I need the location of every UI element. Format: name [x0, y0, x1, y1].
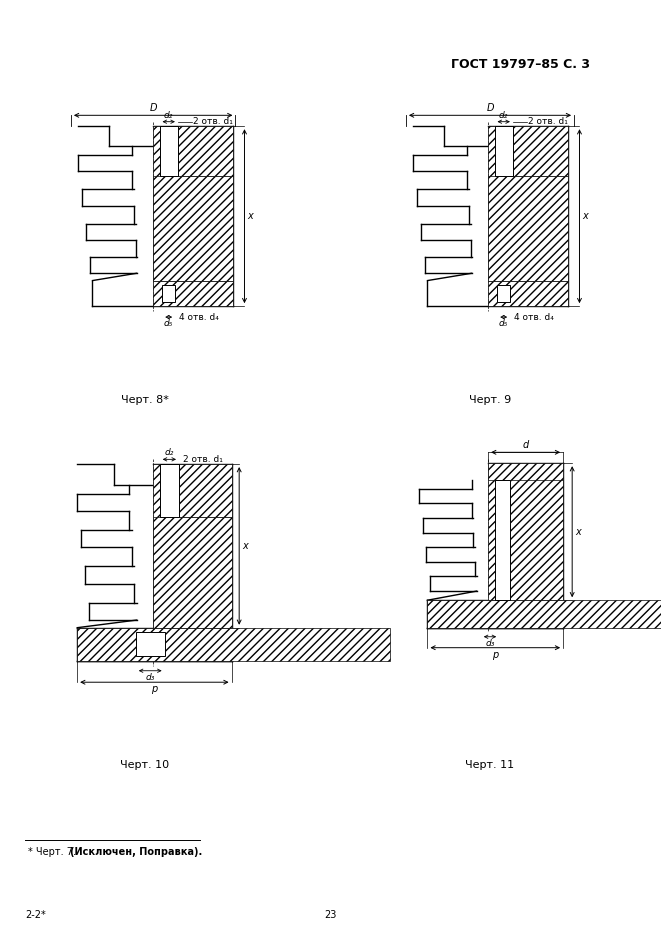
Text: ГОСТ 19797–85 С. 3: ГОСТ 19797–85 С. 3 — [451, 58, 590, 71]
Text: 2 отв. d₁: 2 отв. d₁ — [194, 117, 233, 126]
Bar — [153, 464, 160, 628]
Text: Черт. 11: Черт. 11 — [465, 760, 514, 770]
Text: * Черт. 7.: * Черт. 7. — [28, 847, 79, 857]
Bar — [428, 600, 661, 628]
Bar — [488, 463, 494, 600]
Text: 4 отв. d₄: 4 отв. d₄ — [514, 313, 554, 322]
Bar — [153, 177, 233, 281]
Text: p: p — [492, 650, 498, 660]
Text: 2 отв. d₁: 2 отв. d₁ — [528, 117, 568, 126]
Text: d₃: d₃ — [485, 638, 494, 648]
Text: x: x — [247, 212, 253, 221]
Bar — [153, 281, 233, 306]
Text: d₂: d₂ — [164, 110, 173, 120]
Text: Черт. 8*: Черт. 8* — [121, 395, 169, 405]
Text: 2-2*: 2-2* — [25, 910, 46, 920]
Bar — [153, 126, 233, 281]
Bar — [513, 126, 568, 177]
Text: x: x — [242, 541, 248, 551]
Text: x: x — [575, 527, 580, 536]
Text: D: D — [149, 103, 157, 112]
Bar — [488, 177, 568, 281]
Text: D: D — [486, 103, 494, 112]
Bar — [163, 285, 175, 301]
Text: Черт. 10: Черт. 10 — [120, 760, 170, 770]
Bar — [497, 285, 510, 301]
Bar — [488, 463, 563, 479]
Text: d₂: d₂ — [165, 448, 174, 458]
Bar — [488, 126, 494, 281]
Bar — [488, 126, 568, 281]
Bar — [153, 126, 159, 281]
Bar — [136, 633, 165, 656]
Text: d₃: d₃ — [145, 673, 155, 681]
Bar — [488, 281, 568, 306]
Bar — [178, 126, 233, 177]
Text: d: d — [522, 441, 529, 450]
Text: d₅: d₅ — [499, 319, 508, 328]
Text: Черт. 9: Черт. 9 — [469, 395, 511, 405]
Text: d₅: d₅ — [164, 319, 173, 328]
Bar — [77, 628, 390, 661]
Bar — [494, 126, 513, 177]
Bar — [160, 464, 179, 517]
Bar — [153, 517, 231, 628]
Bar — [159, 126, 178, 177]
Text: 23: 23 — [324, 910, 336, 920]
Text: 4 отв. d₄: 4 отв. d₄ — [178, 313, 219, 322]
Bar — [510, 463, 563, 600]
Text: d₂: d₂ — [499, 110, 508, 120]
Bar — [179, 464, 231, 517]
Bar — [494, 479, 510, 600]
Text: x: x — [582, 212, 588, 221]
Text: 2 отв. d₁: 2 отв. d₁ — [182, 455, 223, 464]
Text: p: p — [151, 684, 157, 695]
Text: (Исключен, Поправка).: (Исключен, Поправка). — [70, 847, 202, 857]
